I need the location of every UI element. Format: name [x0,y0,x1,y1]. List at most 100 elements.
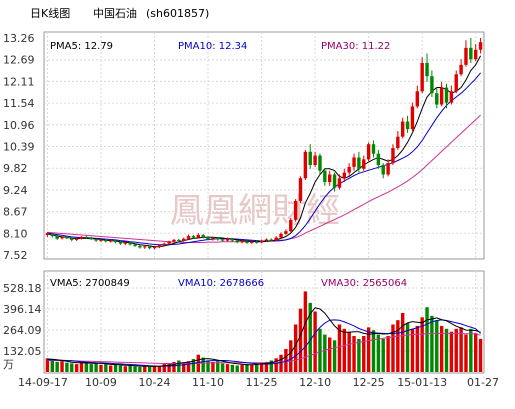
candle-body [381,165,385,175]
candle-body [196,234,201,238]
volume-bar [65,362,69,372]
candle-body [430,76,434,94]
volume-bar [410,328,415,372]
candle-body [70,238,74,240]
x-tick-label: 10-24 [139,376,171,389]
candle-body [45,233,50,235]
candle-body [225,238,230,241]
volume-bar [55,361,59,372]
candle-body [444,87,449,103]
candle-body [177,239,181,242]
candle-body [298,178,303,201]
candle-body [284,231,288,234]
candle-body [332,174,337,188]
volume-bar [362,336,366,372]
volume-bar [347,331,351,372]
volume-bar [128,365,132,372]
volume-bar [240,364,244,372]
price-tick-label: 8.67 [3,206,28,219]
candle-body [186,236,191,239]
volume-bar [245,364,249,372]
candle-body [342,172,347,179]
candle-body [376,153,381,166]
candle-body [65,236,69,239]
volume-bar [99,364,103,372]
candle-body [235,240,239,243]
candle-body [55,236,59,239]
price-tick-label: 11.54 [3,97,35,110]
pma5-label: PMA5: 12.79 [50,41,113,52]
candle-body [133,244,137,246]
candle-body [211,237,215,240]
volume-bar [420,317,424,372]
volume-bar [123,366,128,372]
volume-tick-label: 396.14 [3,303,42,316]
volume-bar [478,338,483,372]
candle-body [60,236,64,239]
candle-body [230,238,235,241]
candle-body [157,245,162,248]
candle-body [167,241,171,244]
candle-body [123,242,128,244]
volume-bar [449,331,454,372]
volume-bar [220,363,225,372]
volume-bar [45,358,50,372]
volume-bar [89,364,93,372]
candle-body [415,91,420,107]
volume-bar [444,328,449,372]
candlestick-series [45,38,483,250]
volume-bar [274,358,278,372]
volume-bars [45,291,483,372]
candle-body [459,64,463,75]
volume-bar [459,327,463,372]
volume-bar [327,337,332,372]
price-tick-label: 10.39 [3,141,35,154]
volume-tick-label: 132.05 [3,345,42,358]
volume-bar [396,320,400,372]
candle-body [357,157,361,169]
candle-body [201,234,205,237]
price-tick-label: 12.11 [3,75,35,88]
candle-body [400,121,405,137]
candle-body [254,241,259,243]
volume-bar [216,361,220,372]
volume-bar [118,365,123,372]
volume-bar [113,364,118,372]
volume-bar [235,365,239,372]
candle-body [104,239,108,242]
candle-body [454,74,458,92]
candle-body [391,148,395,164]
volume-bar [415,325,420,372]
candle-body [113,240,118,243]
volume-bar [318,328,322,372]
candle-body [50,233,55,237]
candle-body [366,144,371,160]
volume-bar [439,325,444,372]
pma10-label: PMA10: 12.34 [178,41,247,52]
volume-bar [138,366,142,372]
candle-body [439,87,444,105]
volume-bar [50,359,55,372]
candle-body [99,239,103,241]
candle-body [386,163,390,175]
volume-bar [60,361,64,372]
volume-bar [201,357,205,372]
volume-bar [74,364,79,372]
volume-bar [259,362,264,372]
x-tick-label: 11-10 [192,376,224,389]
price-tick-label: 13.26 [3,32,35,45]
x-tick-label: 01-27 [467,376,499,389]
candle-body [94,239,98,241]
price-panel: 13.26 12.69 12.11 11.54 10.96 10.39 9.82 9.24 8.… [3,31,485,262]
candle-body [89,237,93,240]
candle-body [245,241,249,243]
candle-body [473,49,478,60]
candle-body [435,93,439,105]
volume-bar [289,340,293,372]
volume-bar [108,365,113,372]
volume-bar [400,312,405,372]
volume-bar [342,328,347,372]
x-tick-label: 11-25 [246,376,278,389]
chart-title: 日K线图 [30,6,70,20]
